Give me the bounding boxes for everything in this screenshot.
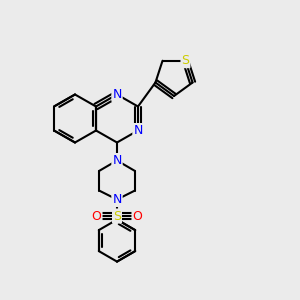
Text: O: O [133,209,142,223]
Text: N: N [112,154,122,167]
Text: S: S [182,54,190,67]
Text: O: O [92,209,101,223]
Text: S: S [113,209,121,223]
Text: N: N [133,124,143,137]
Text: N: N [112,88,122,101]
Text: N: N [112,193,122,206]
